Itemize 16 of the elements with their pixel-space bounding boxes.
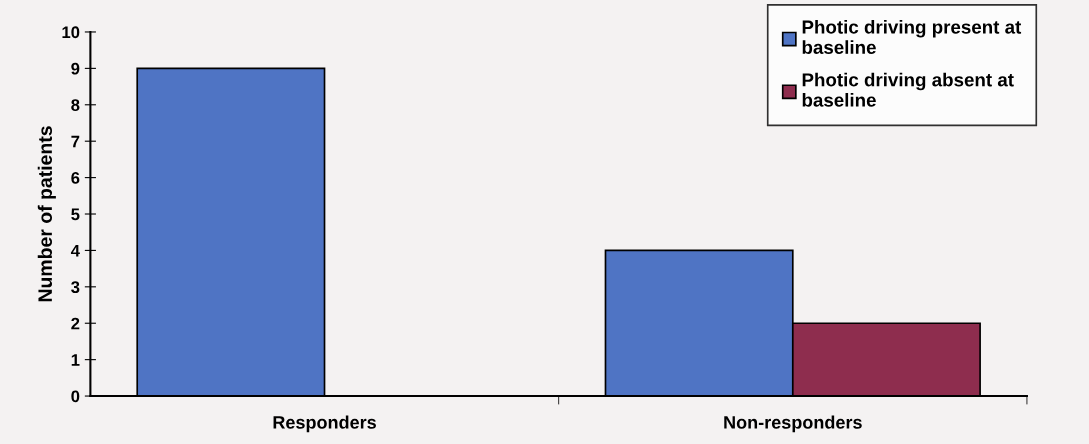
x-tick-label: Responders — [273, 415, 376, 433]
y-tick-label: 8 — [71, 99, 80, 111]
x-tick-label: Non-responders — [724, 415, 862, 433]
y-tick-label: 10 — [62, 26, 80, 39]
y-tick-label: 9 — [71, 62, 80, 75]
y-tick-label: 7 — [71, 135, 80, 148]
y-tick-label: 1 — [71, 354, 80, 366]
y-tick-label: 0 — [71, 390, 80, 403]
legend-label: Photic driving present at baseline — [802, 19, 1022, 54]
y-axis-title: Number of patients — [37, 126, 56, 302]
y-tick-label: 5 — [71, 208, 80, 221]
y-tick-label: 6 — [71, 172, 80, 184]
legend-label: Photic driving absent at baseline — [802, 72, 1014, 107]
y-tick-label: 3 — [71, 281, 80, 294]
y-tick-label: 4 — [70, 244, 80, 257]
y-tick-label: 2 — [71, 317, 80, 330]
